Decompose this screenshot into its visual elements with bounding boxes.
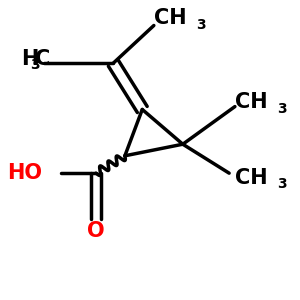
Text: 3: 3 <box>30 58 40 72</box>
Text: CH: CH <box>235 167 268 188</box>
Text: O: O <box>87 221 105 241</box>
Text: 3: 3 <box>277 177 286 191</box>
Text: CH: CH <box>154 8 187 28</box>
Text: 3: 3 <box>277 102 286 116</box>
Text: H: H <box>21 49 38 69</box>
Text: CH: CH <box>235 92 268 112</box>
Text: C: C <box>35 49 50 69</box>
Text: 3: 3 <box>196 18 206 32</box>
Text: HO: HO <box>8 163 42 183</box>
